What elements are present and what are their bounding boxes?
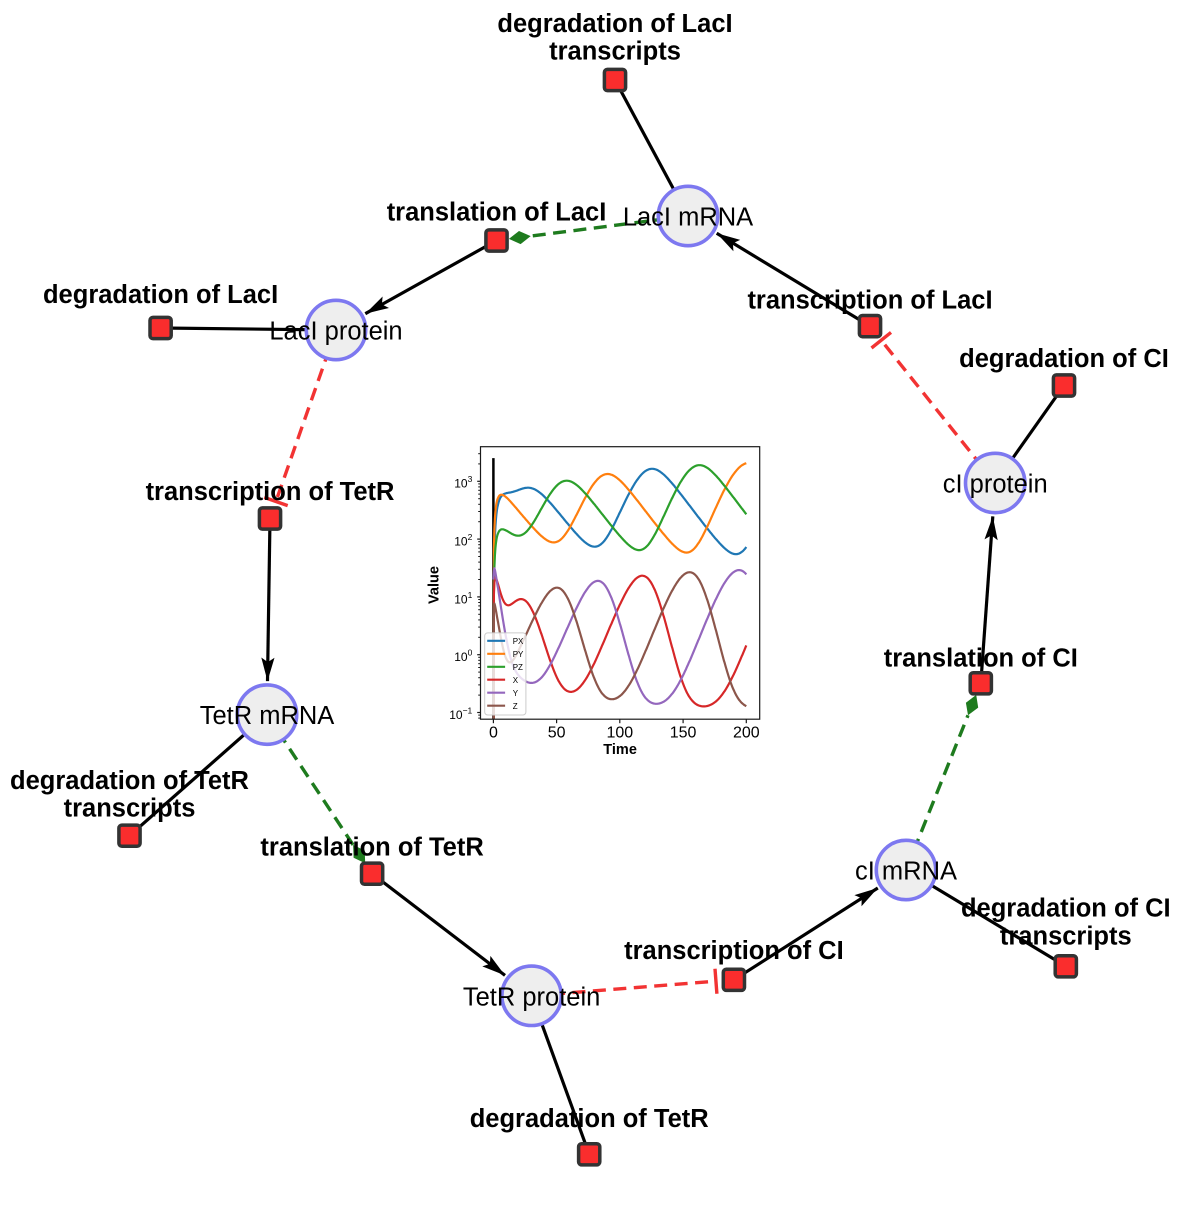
svg-text:0: 0 bbox=[489, 724, 498, 741]
svg-text:transcription of CI: transcription of CI bbox=[624, 937, 844, 965]
svg-text:LacI protein: LacI protein bbox=[269, 318, 402, 346]
svg-text:cI protein: cI protein bbox=[943, 471, 1048, 499]
svg-text:translation of CI: translation of CI bbox=[884, 645, 1078, 673]
svg-text:Time: Time bbox=[603, 742, 637, 758]
svg-text:50: 50 bbox=[548, 724, 566, 741]
svg-text:degradation of CI: degradation of CI bbox=[959, 345, 1169, 373]
svg-text:transcription of LacI: transcription of LacI bbox=[747, 287, 992, 315]
svg-text:transcripts: transcripts bbox=[64, 794, 196, 822]
svg-text:Value: Value bbox=[427, 566, 443, 604]
svg-text:PY: PY bbox=[513, 650, 524, 659]
svg-text:translation of LacI: translation of LacI bbox=[387, 199, 607, 227]
svg-text:PX: PX bbox=[513, 637, 524, 646]
svg-text:Y: Y bbox=[513, 689, 519, 698]
svg-text:transcripts: transcripts bbox=[1000, 923, 1132, 951]
svg-text:X: X bbox=[513, 676, 519, 685]
svg-text:Z: Z bbox=[513, 702, 518, 711]
svg-text:transcripts: transcripts bbox=[549, 38, 681, 66]
svg-text:degradation of LacI: degradation of LacI bbox=[43, 281, 278, 309]
svg-text:LacI mRNA: LacI mRNA bbox=[623, 204, 753, 232]
svg-text:100: 100 bbox=[606, 724, 633, 741]
svg-text:degradation of CI: degradation of CI bbox=[961, 895, 1171, 923]
svg-text:TetR protein: TetR protein bbox=[463, 983, 601, 1011]
svg-text:cI mRNA: cI mRNA bbox=[855, 858, 957, 886]
svg-text:200: 200 bbox=[733, 724, 760, 741]
svg-text:TetR mRNA: TetR mRNA bbox=[200, 702, 335, 730]
svg-text:degradation of TetR: degradation of TetR bbox=[10, 767, 249, 795]
svg-text:PZ: PZ bbox=[513, 663, 523, 672]
svg-text:degradation of LacI: degradation of LacI bbox=[497, 10, 732, 38]
svg-text:transcription of TetR: transcription of TetR bbox=[146, 478, 395, 506]
svg-text:translation of TetR: translation of TetR bbox=[260, 833, 483, 861]
svg-text:150: 150 bbox=[670, 724, 697, 741]
svg-text:degradation of TetR: degradation of TetR bbox=[470, 1105, 709, 1133]
